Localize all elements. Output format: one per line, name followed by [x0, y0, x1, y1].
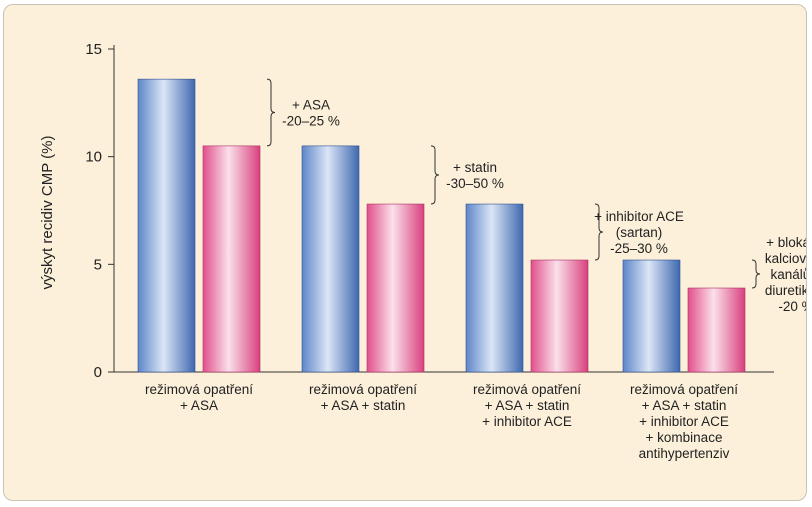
- bracket: [430, 145, 440, 205]
- annotation-line: + inhibitor ACE: [594, 209, 684, 224]
- bar-before: [622, 259, 681, 373]
- category-label-line: + inhibitor ACE: [482, 414, 572, 429]
- category-label-line: + ASA + statin: [642, 398, 727, 413]
- category-label-line: + ASA + statin: [485, 398, 570, 413]
- bracket: [751, 259, 761, 289]
- category-label-line: + inhibitor ACE: [639, 414, 729, 429]
- category-label: režimová opatření + ASA + statin + inhibit…: [630, 382, 738, 461]
- category-label: režimová opatření + ASA + statin + inhibit…: [473, 382, 581, 429]
- category-label: režimová opatření + ASA: [145, 382, 253, 413]
- bar-before: [465, 203, 524, 373]
- chart-frame: 0 5 10 15 výskyt recidiv CMP (%) režimová op…: [3, 4, 807, 501]
- y-tick-label: 15: [85, 41, 102, 58]
- category-label-line: + ASA + statin: [321, 398, 406, 413]
- annotation-line: -25–30 %: [610, 241, 668, 256]
- bar-before: [137, 78, 196, 373]
- bar-after: [530, 259, 589, 373]
- annotation-line: -30–50 %: [446, 176, 504, 191]
- category-label-line: režimová opatření: [309, 382, 417, 397]
- y-tick-label: 10: [85, 149, 102, 166]
- y-tick-label: 0: [94, 364, 102, 381]
- annotation-label: + blokátorkalciovýchkanálů ±diuretikum-2…: [765, 235, 807, 314]
- annotation-line: kanálů ±: [771, 267, 807, 282]
- annotation-label: + statin -30–50 %: [446, 160, 504, 191]
- bar-chart: 0 5 10 15 výskyt recidiv CMP (%) režimová op…: [39, 41, 807, 461]
- bar-after: [366, 203, 425, 373]
- annotation-label: + inhibitor ACE (sartan) -25–30 %: [594, 209, 684, 256]
- bars: [137, 78, 746, 373]
- annotation-line: + ASA: [292, 98, 330, 113]
- bar-after: [687, 287, 746, 373]
- annotations: + ASA -20–25 % + statin -30–50 % + inhibitor…: [266, 78, 807, 314]
- category-label-line: režimová opatření: [630, 382, 738, 397]
- category-label-line: režimová opatření: [145, 382, 253, 397]
- y-axis-label: výskyt recidiv CMP (%): [39, 136, 56, 290]
- bracket: [266, 78, 276, 147]
- annotation-label: + ASA -20–25 %: [282, 98, 340, 129]
- bracket: [594, 203, 604, 261]
- category-label-line: antihypertenziv: [639, 446, 730, 461]
- y-tick-label: 5: [94, 256, 102, 273]
- category-label-line: režimová opatření: [473, 382, 581, 397]
- annotation-line: (sartan): [616, 225, 663, 240]
- annotation-line: kalciových: [765, 251, 807, 266]
- annotation-line: + statin: [453, 160, 497, 175]
- bar-before: [301, 145, 360, 373]
- annotation-line: -20 %: [778, 299, 807, 314]
- category-label-line: + kombinace: [646, 430, 723, 445]
- category-label: režimová opatření + ASA + statin: [309, 382, 417, 413]
- annotation-line: diuretikum: [765, 283, 807, 298]
- annotation-line: -20–25 %: [282, 114, 340, 129]
- annotation-line: + blokátor: [766, 235, 807, 250]
- category-label-line: + ASA: [180, 398, 218, 413]
- bar-after: [202, 145, 261, 373]
